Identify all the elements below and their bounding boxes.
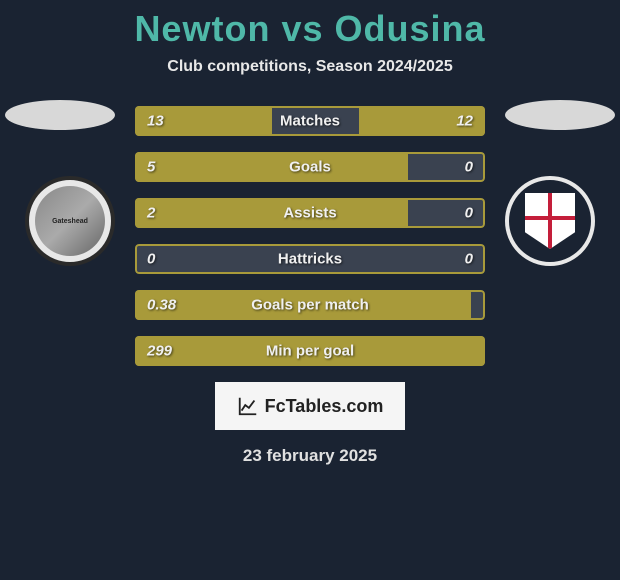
club-badge-left: Gateshead [25, 176, 115, 266]
stat-row: 13 12 Matches [135, 106, 485, 136]
stat-value-right: 0 [465, 159, 473, 176]
bar-fill-left [135, 152, 408, 182]
stat-label: Assists [283, 205, 336, 222]
comparison-panel: Gateshead 13 12 Matches 5 0 Goals 2 0 Assists 0 0 H… [0, 106, 620, 466]
stat-row: 0 0 Hattricks [135, 244, 485, 274]
stat-label: Matches [280, 113, 340, 130]
page-title: Newton vs Odusina [0, 0, 620, 50]
stat-value-left: 0 [147, 251, 155, 268]
stat-value-left: 299 [147, 343, 172, 360]
fctables-logo: FcTables.com [215, 382, 405, 430]
stat-value-left: 0.38 [147, 297, 176, 314]
player-left-photo-placeholder [5, 100, 115, 130]
stat-value-left: 5 [147, 159, 155, 176]
chart-icon [237, 395, 259, 417]
stat-value-left: 13 [147, 113, 164, 130]
comparison-bars: 13 12 Matches 5 0 Goals 2 0 Assists 0 0 Hattricks 0.… [135, 106, 485, 366]
stat-row: 0.38 Goals per match [135, 290, 485, 320]
stat-label: Hattricks [278, 251, 342, 268]
stat-label: Goals [289, 159, 331, 176]
badge-left-label: Gateshead [52, 218, 88, 225]
stat-value-right: 12 [456, 113, 473, 130]
player-right-photo-placeholder [505, 100, 615, 130]
player-left-name: Newton [134, 8, 270, 49]
club-badge-right [505, 176, 595, 266]
stat-label: Goals per match [251, 297, 369, 314]
gateshead-badge-icon: Gateshead [35, 186, 105, 256]
subtitle: Club competitions, Season 2024/2025 [0, 58, 620, 76]
player-right-name: Odusina [335, 8, 486, 49]
bar-fill-left [135, 198, 408, 228]
stat-row: 2 0 Assists [135, 198, 485, 228]
stat-row: 5 0 Goals [135, 152, 485, 182]
stat-value-right: 0 [465, 205, 473, 222]
vs-text: vs [281, 8, 323, 49]
stat-value-right: 0 [465, 251, 473, 268]
stat-label: Min per goal [266, 343, 354, 360]
stat-value-left: 2 [147, 205, 155, 222]
date-label: 23 february 2025 [0, 446, 620, 466]
woking-badge-icon [517, 188, 583, 254]
stat-row: 299 Min per goal [135, 336, 485, 366]
fctables-logo-text: FcTables.com [265, 396, 384, 417]
